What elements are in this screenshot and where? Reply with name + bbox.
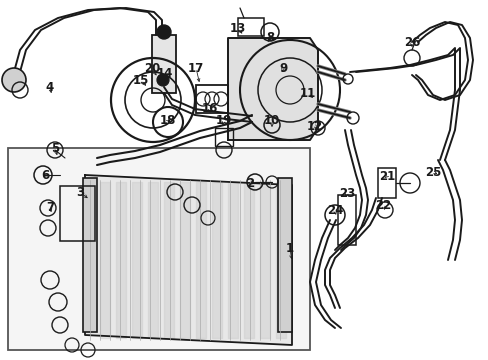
Bar <box>238 18 264 36</box>
Text: 3: 3 <box>76 185 84 198</box>
Text: 11: 11 <box>299 86 315 99</box>
Text: 21: 21 <box>378 170 394 183</box>
Text: 5: 5 <box>51 141 59 154</box>
Polygon shape <box>85 175 291 345</box>
Circle shape <box>2 68 26 92</box>
Bar <box>196 85 227 113</box>
Bar <box>60 186 95 241</box>
Text: 20: 20 <box>143 62 160 75</box>
Bar <box>278 178 291 332</box>
Text: 9: 9 <box>278 62 286 75</box>
Text: 14: 14 <box>157 67 173 80</box>
Text: 17: 17 <box>187 62 203 75</box>
Polygon shape <box>227 38 317 140</box>
Text: 16: 16 <box>202 102 218 114</box>
Text: 2: 2 <box>245 176 254 189</box>
Bar <box>152 35 176 93</box>
Bar <box>337 195 355 245</box>
Circle shape <box>157 74 169 86</box>
Circle shape <box>157 25 171 39</box>
Text: 6: 6 <box>41 168 49 181</box>
Text: 18: 18 <box>160 113 176 126</box>
Text: 7: 7 <box>46 201 54 213</box>
Text: 19: 19 <box>215 113 232 126</box>
Text: 26: 26 <box>403 36 419 49</box>
Bar <box>377 168 395 198</box>
Text: 25: 25 <box>424 166 440 179</box>
Text: 13: 13 <box>229 22 245 35</box>
Text: 24: 24 <box>326 203 343 216</box>
Bar <box>8 148 309 350</box>
Bar <box>215 128 232 146</box>
Text: 1: 1 <box>285 242 293 255</box>
Text: 4: 4 <box>46 81 54 94</box>
Bar <box>83 178 97 332</box>
Text: 23: 23 <box>338 186 354 199</box>
Text: 22: 22 <box>374 198 390 212</box>
Text: 15: 15 <box>133 73 149 86</box>
Text: 8: 8 <box>265 31 274 44</box>
Text: 10: 10 <box>264 113 280 126</box>
Text: 12: 12 <box>306 120 323 132</box>
